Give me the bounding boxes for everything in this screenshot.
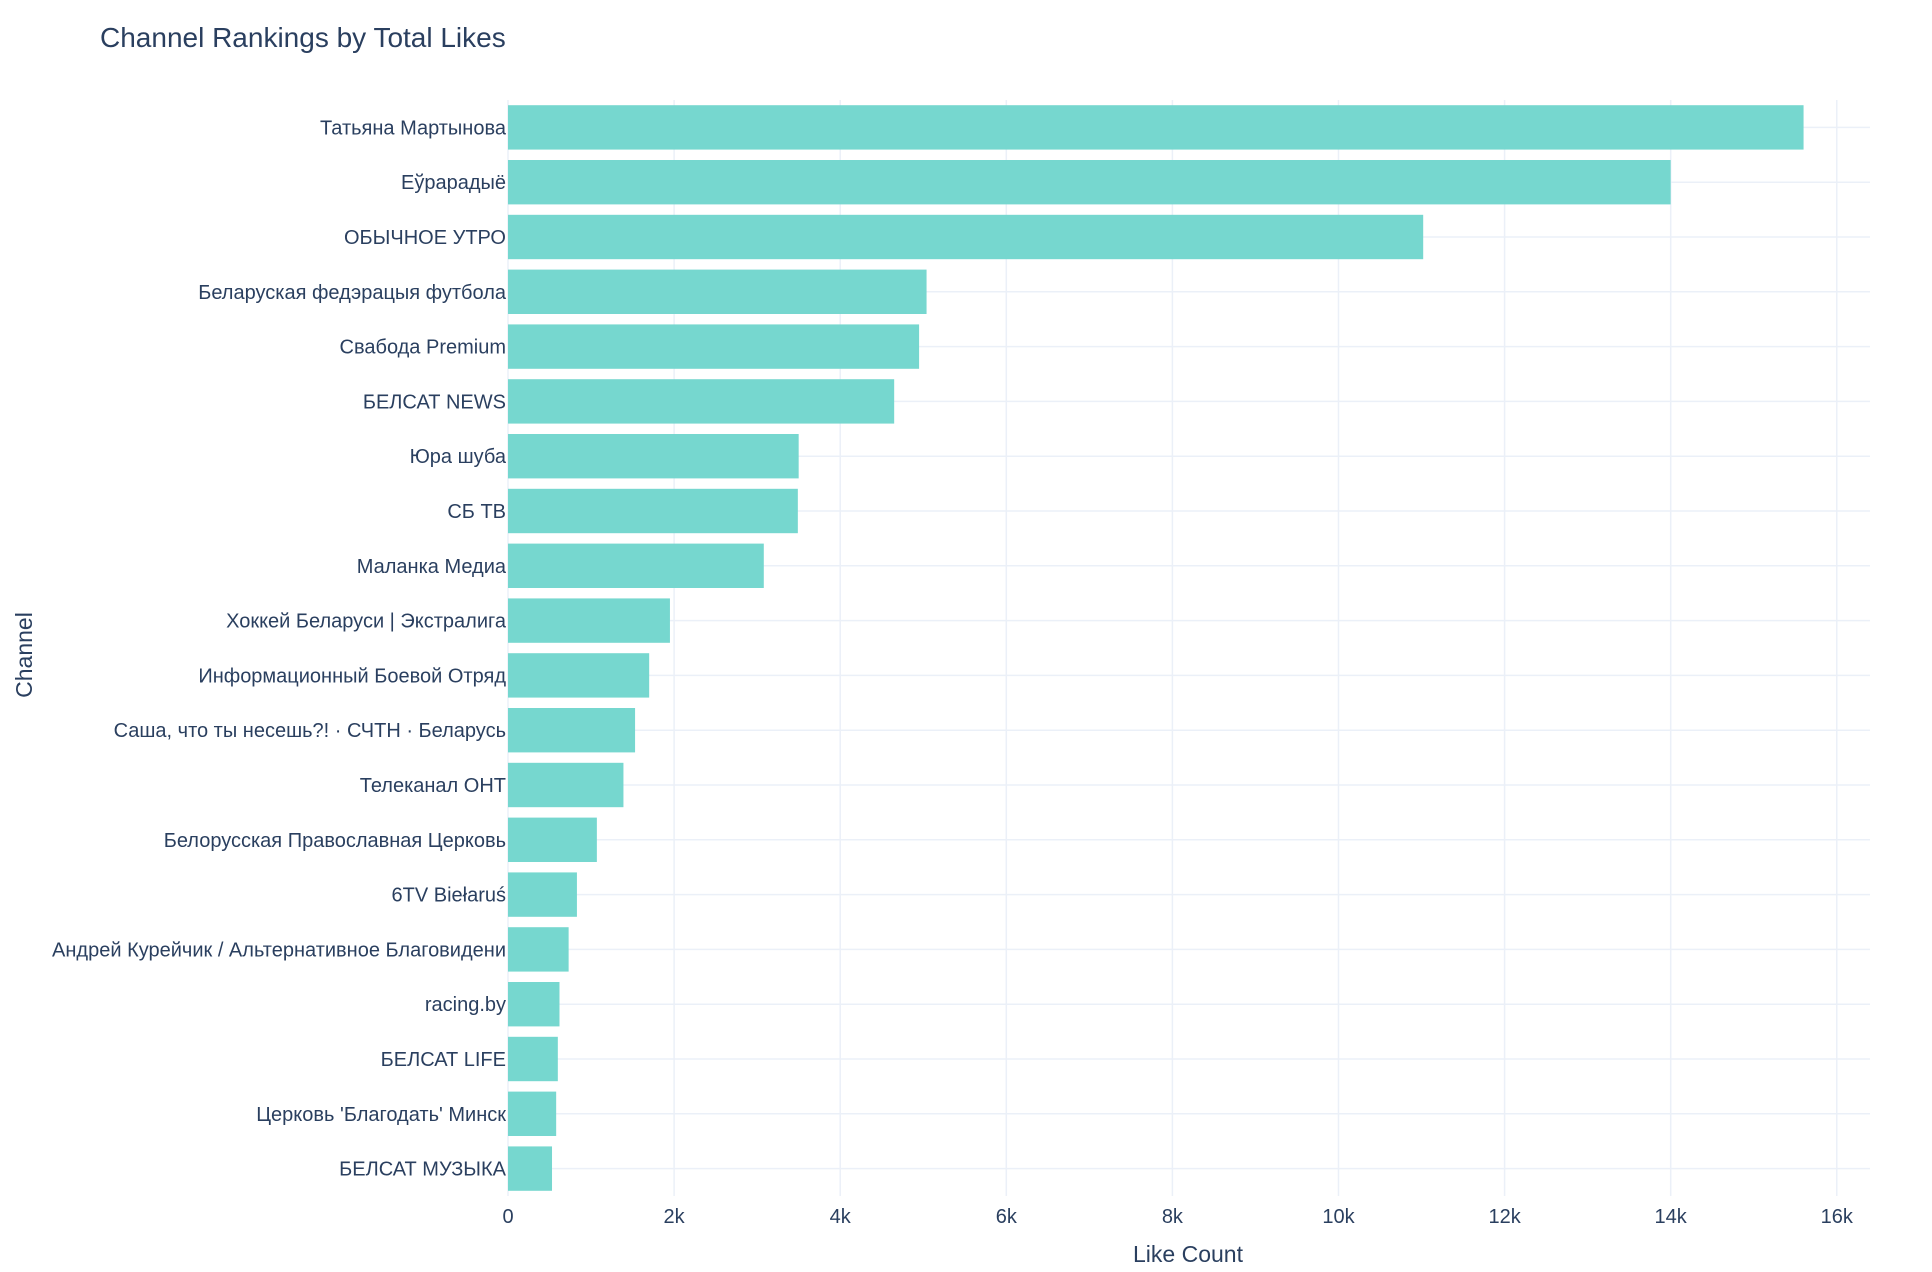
x-tick-label: 4k xyxy=(830,1206,852,1228)
bar[interactable] xyxy=(508,1091,557,1136)
y-tick-label: СБ ТВ xyxy=(447,501,506,523)
y-tick-label: Татьяна Мартынова xyxy=(320,117,507,139)
bar[interactable] xyxy=(508,379,895,424)
y-tick-label: Хоккей Беларуси | Экстралига xyxy=(226,611,507,633)
y-tick-label: Белорусская Православная Церковь xyxy=(164,830,506,852)
bar[interactable] xyxy=(508,105,1804,150)
y-tick-label: БЕЛСАТ LIFE xyxy=(381,1049,506,1071)
y-tick-label: Юра шуба xyxy=(410,446,507,468)
bar-layer xyxy=(508,105,1804,1191)
bar[interactable] xyxy=(508,598,670,643)
bar[interactable] xyxy=(508,269,927,314)
bar[interactable] xyxy=(508,1036,558,1082)
y-tick-label: БЕЛСАТ МУЗЫКА xyxy=(339,1159,507,1181)
bar[interactable] xyxy=(508,324,920,369)
bar[interactable] xyxy=(508,762,624,808)
x-tick-label: 6k xyxy=(996,1206,1018,1228)
y-tick-label: Информационный Боевой Отряд xyxy=(198,665,506,687)
chart-title: Channel Rankings by Total Likes xyxy=(100,22,506,53)
bar[interactable] xyxy=(508,1146,553,1191)
bar[interactable] xyxy=(508,160,1671,205)
y-tick-label: Маланка Медиа xyxy=(357,556,507,578)
grid-layer xyxy=(507,100,1870,1196)
y-tick-label: Саша, что ты несешь?! · СЧТН · Беларусь xyxy=(114,720,506,742)
bar[interactable] xyxy=(508,872,577,917)
x-tick-labels: 0 2k 4k 6k 8k 10k 12k 14k 16k xyxy=(502,1206,1853,1228)
y-tick-label: racing.by xyxy=(425,994,506,1016)
y-tick-label: Телеканал ОНТ xyxy=(360,775,506,797)
bar[interactable] xyxy=(508,488,798,534)
bar[interactable] xyxy=(508,214,1424,260)
x-tick-label: 0 xyxy=(502,1206,513,1228)
y-tick-label: 6TV Biełaruś xyxy=(392,885,507,907)
bar[interactable] xyxy=(508,653,650,698)
bar[interactable] xyxy=(508,543,764,588)
y-axis-title: Channel xyxy=(11,612,37,698)
y-tick-labels: Татьяна Мартынова Еўрарадыё ОБЫЧНОЕ УТРО Бе… xyxy=(52,117,507,1180)
x-tick-label: 14k xyxy=(1655,1206,1688,1228)
y-tick-label: Церковь 'Благодать' Минск xyxy=(256,1104,506,1126)
bar[interactable] xyxy=(508,708,636,753)
y-tick-label: БЕЛСАТ NEWS xyxy=(363,391,506,413)
bar[interactable] xyxy=(508,434,799,479)
x-tick-label: 12k xyxy=(1488,1206,1521,1228)
y-tick-label: ОБЫЧНОЕ УТРО xyxy=(344,227,506,249)
x-axis-title: Like Count xyxy=(1133,1241,1244,1267)
bar[interactable] xyxy=(508,927,569,972)
y-tick-label: Андрей Курейчик / Альтернативное Благови… xyxy=(52,939,506,961)
x-tick-label: 16k xyxy=(1821,1206,1854,1228)
y-tick-label: Беларуская федэрацыя футбола xyxy=(198,282,507,304)
x-tick-label: 2k xyxy=(664,1206,686,1228)
y-tick-label: Свабода Premium xyxy=(340,337,506,359)
x-tick-label: 10k xyxy=(1322,1206,1355,1228)
y-tick-label: Еўрарадыё xyxy=(401,172,506,194)
bar[interactable] xyxy=(508,817,597,862)
bar[interactable] xyxy=(508,982,560,1027)
x-tick-label: 8k xyxy=(1162,1206,1184,1228)
